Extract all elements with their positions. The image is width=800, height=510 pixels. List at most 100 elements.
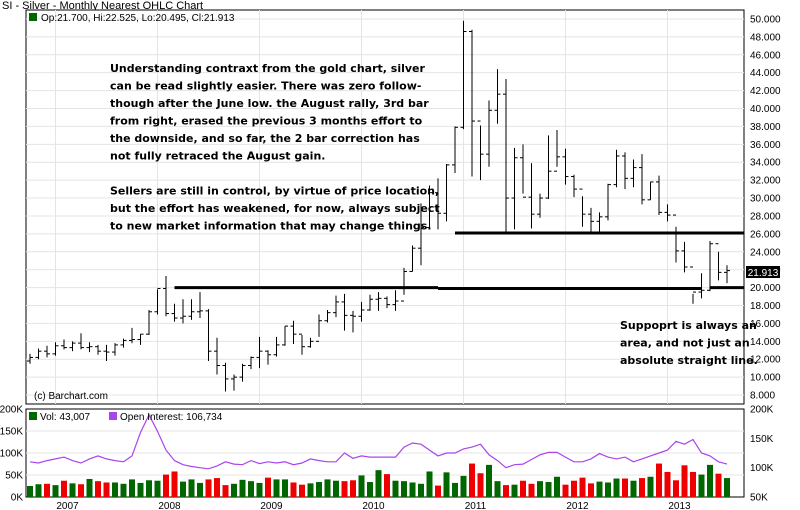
ohlc-bar: [554, 129, 560, 172]
ohlc-bar: [103, 344, 110, 362]
volume-bar: [188, 479, 195, 497]
oi-legend: Open Interest: 106,734: [120, 412, 223, 423]
volume-bar: [307, 483, 314, 497]
volume-bar: [358, 475, 365, 497]
price-tick-label: 32.000: [750, 176, 781, 187]
volume-bar: [35, 484, 42, 497]
copyright-text: (c) Barchart.com: [34, 391, 108, 402]
volume-bar: [528, 483, 535, 497]
price-panel-frame: [25, 9, 745, 405]
vol-legend: Vol: 43,007: [40, 412, 90, 423]
analysis-note-line: though after the June low. the August ra…: [110, 97, 429, 110]
ohlc-bar: [579, 188, 586, 227]
volume-bar: [647, 476, 654, 497]
ohlc-bar: [435, 178, 441, 230]
volume-bar: [494, 481, 501, 497]
volume-bar: [596, 481, 603, 497]
volume-bar: [27, 486, 33, 497]
ohlc-bar: [613, 149, 620, 188]
volume-bar: [477, 473, 484, 497]
ohlc-bar: [112, 343, 118, 356]
volume-bar: [392, 480, 399, 497]
ohlc-bar: [724, 265, 730, 284]
oi-tick-label: 50K: [750, 493, 768, 504]
volume-bar: [299, 484, 305, 497]
volume-bar: [605, 482, 611, 497]
volume-bar: [282, 479, 288, 497]
ohlc-bar: [214, 337, 220, 375]
volume-bar: [384, 474, 390, 497]
price-tick-label: 16.000: [750, 319, 781, 330]
volume-bar: [146, 480, 152, 497]
x-tick-label: 2009: [260, 501, 283, 510]
analysis-note-line: Understanding contraxt from the gold cha…: [110, 62, 425, 75]
ohlc-bar: [690, 266, 696, 304]
volume-bar: [426, 471, 433, 497]
ohlc-bar: [180, 299, 186, 324]
ohlc-bar: [86, 342, 93, 353]
ohlc-bar: [350, 310, 356, 333]
volume-bar: [112, 482, 118, 497]
volume-bar: [520, 480, 526, 497]
x-tick-label: 2008: [158, 501, 181, 510]
ohlc-bar: [375, 292, 382, 311]
volume-bar: [316, 482, 322, 497]
oi-legend-swatch: [109, 412, 117, 420]
ohlc-bar: [537, 193, 543, 218]
ohlc-bar: [494, 69, 501, 124]
ohlc-bar: [188, 299, 195, 320]
volume-bar: [537, 481, 543, 497]
ohlc-bar: [358, 301, 365, 322]
ohlc-bar: [69, 341, 76, 352]
ohlc-bar: [367, 294, 373, 311]
volume-bar: [622, 478, 628, 497]
volume-bar: [231, 483, 237, 497]
oi-tick-label: 100K: [750, 463, 774, 474]
ohlc-bar: [392, 290, 399, 311]
ohlc-bar: [656, 175, 662, 216]
volume-tick-label: 200K: [0, 405, 23, 416]
ohlc-bar: [477, 120, 484, 181]
price-tick-label: 38.000: [750, 122, 781, 133]
ohlc-bar: [27, 353, 33, 364]
price-tick-label: 10.000: [750, 373, 781, 384]
ohlc-bar: [698, 273, 705, 299]
ohlc-bar: [282, 325, 288, 346]
volume-bar: [698, 474, 705, 497]
ohlc-bar: [511, 147, 518, 230]
volume-bar: [588, 483, 594, 497]
volume-bar: [664, 471, 671, 497]
volume-tick-label: 150K: [0, 427, 23, 438]
ohlc-bar: [324, 309, 331, 323]
ohlc-bar: [571, 174, 577, 198]
ohlc-bar: [596, 212, 603, 233]
ohlc-bar: [239, 363, 246, 382]
ohlc-bar: [95, 344, 101, 355]
volume-bar: [273, 479, 280, 497]
ohlc-bar: [443, 164, 450, 222]
ohlc-bar: [341, 293, 348, 331]
support-lines: [174, 231, 744, 290]
ohlc-bar: [163, 275, 169, 317]
ohlc-bar: [222, 362, 229, 392]
volume-bar: [409, 482, 416, 497]
volume-bar: [120, 483, 127, 497]
volume-bar: [503, 485, 509, 497]
volume-tick-label: 0K: [11, 493, 24, 504]
volume-bar: [452, 482, 458, 497]
volume-bar: [214, 478, 220, 497]
ohlc-bar: [61, 339, 67, 350]
ohlc-bar: [664, 204, 671, 222]
ohlc-bar: [503, 78, 509, 233]
volume-tick-label: 50K: [5, 471, 23, 482]
volume-bar: [197, 482, 203, 497]
x-tick-label: 2013: [668, 501, 691, 510]
price-tick-label: 46.000: [750, 50, 781, 61]
volume-bar: [715, 473, 722, 497]
ohlc-bar: [52, 342, 59, 356]
volume-bar: [171, 471, 178, 497]
volume-bar: [239, 479, 246, 497]
x-axis: 2007 2008 2009 2010 2011 2012 2013: [56, 501, 691, 510]
volume-bar: [469, 463, 475, 497]
